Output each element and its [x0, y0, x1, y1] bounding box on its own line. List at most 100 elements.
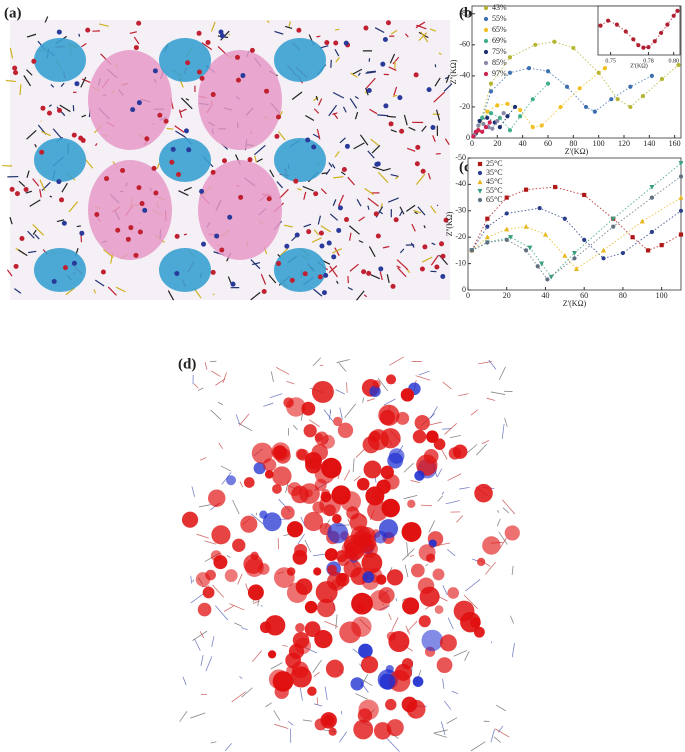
- bond: [374, 27, 385, 34]
- legend-marker: [483, 38, 489, 44]
- bond: [302, 719, 313, 722]
- data-point: [649, 229, 655, 235]
- bond: [49, 195, 53, 198]
- bond: [94, 279, 105, 287]
- bond: [200, 655, 204, 667]
- bond: [511, 565, 514, 576]
- bond: [190, 712, 206, 719]
- atom: [328, 727, 337, 736]
- bond: [26, 130, 37, 140]
- bond: [183, 233, 188, 236]
- bond: [76, 225, 81, 228]
- bond: [329, 265, 338, 278]
- data-point: [572, 256, 577, 261]
- data-point: [542, 231, 548, 237]
- bond: [234, 622, 243, 627]
- bond: [472, 558, 479, 562]
- x-tick-label: 140: [643, 139, 655, 148]
- bond: [194, 638, 201, 651]
- atom: [301, 401, 316, 416]
- bond: [339, 407, 343, 420]
- bond: [409, 554, 414, 557]
- bond: [488, 359, 497, 370]
- bond: [276, 181, 283, 189]
- atom: [353, 719, 374, 740]
- data-point: [623, 29, 628, 34]
- data-point: [507, 55, 513, 60]
- bond: [362, 397, 365, 403]
- data-point: [504, 226, 510, 232]
- bond: [18, 180, 26, 188]
- atom: [247, 584, 264, 601]
- data-point: [480, 115, 485, 120]
- bond: [229, 603, 245, 611]
- data-point: [526, 66, 532, 71]
- bond: [501, 423, 505, 439]
- bond: [178, 190, 189, 196]
- bond: [250, 513, 264, 525]
- atom: [56, 179, 62, 185]
- data-point: [636, 43, 641, 48]
- bond: [61, 182, 68, 193]
- atom: [142, 207, 148, 213]
- atom: [390, 283, 396, 289]
- atom: [304, 621, 321, 638]
- bond: [338, 194, 345, 207]
- data-point: [530, 125, 535, 130]
- atom: [421, 629, 444, 652]
- atom: [39, 149, 45, 155]
- bond: [182, 676, 187, 686]
- atom: [343, 40, 349, 46]
- bond: [353, 475, 361, 482]
- atom: [325, 659, 344, 678]
- bond: [444, 76, 449, 80]
- bond: [453, 650, 467, 657]
- data-point: [678, 161, 684, 167]
- data-point: [505, 101, 510, 106]
- bond: [287, 720, 294, 726]
- bond: [444, 423, 458, 435]
- bond: [313, 672, 320, 677]
- bond: [368, 246, 376, 258]
- bond: [499, 537, 507, 549]
- bond: [396, 265, 401, 269]
- atom: [272, 445, 287, 460]
- bond: [388, 66, 397, 72]
- data-point: [620, 250, 626, 256]
- bond: [277, 131, 286, 141]
- y-tick-label: -10: [455, 258, 466, 267]
- bond: [435, 152, 441, 155]
- atom: [314, 630, 333, 649]
- atom: [327, 522, 349, 544]
- bond: [17, 249, 28, 257]
- bond: [129, 31, 137, 35]
- atom: [31, 58, 37, 64]
- x-tick-label: 0.80: [668, 58, 679, 64]
- data-point: [630, 235, 635, 240]
- bond: [497, 725, 504, 733]
- data-point: [564, 84, 570, 89]
- bond: [440, 448, 448, 460]
- x-tick-label: 120: [618, 139, 630, 148]
- atom: [213, 555, 228, 570]
- data-point: [552, 39, 557, 44]
- atom: [375, 233, 381, 239]
- bond: [286, 380, 295, 385]
- bond: [41, 130, 51, 137]
- data-point: [504, 237, 509, 242]
- bond: [339, 137, 346, 144]
- bond: [458, 393, 469, 397]
- bond: [98, 23, 109, 27]
- atom: [504, 525, 520, 541]
- bond: [415, 173, 426, 185]
- bond: [304, 539, 312, 553]
- bond: [324, 620, 338, 628]
- data-point: [485, 216, 490, 221]
- data-point: [658, 30, 664, 36]
- atom: [176, 172, 182, 178]
- bond: [9, 47, 14, 59]
- atom: [382, 37, 388, 43]
- atom: [336, 227, 342, 233]
- atom: [344, 540, 365, 561]
- atom: [128, 225, 134, 231]
